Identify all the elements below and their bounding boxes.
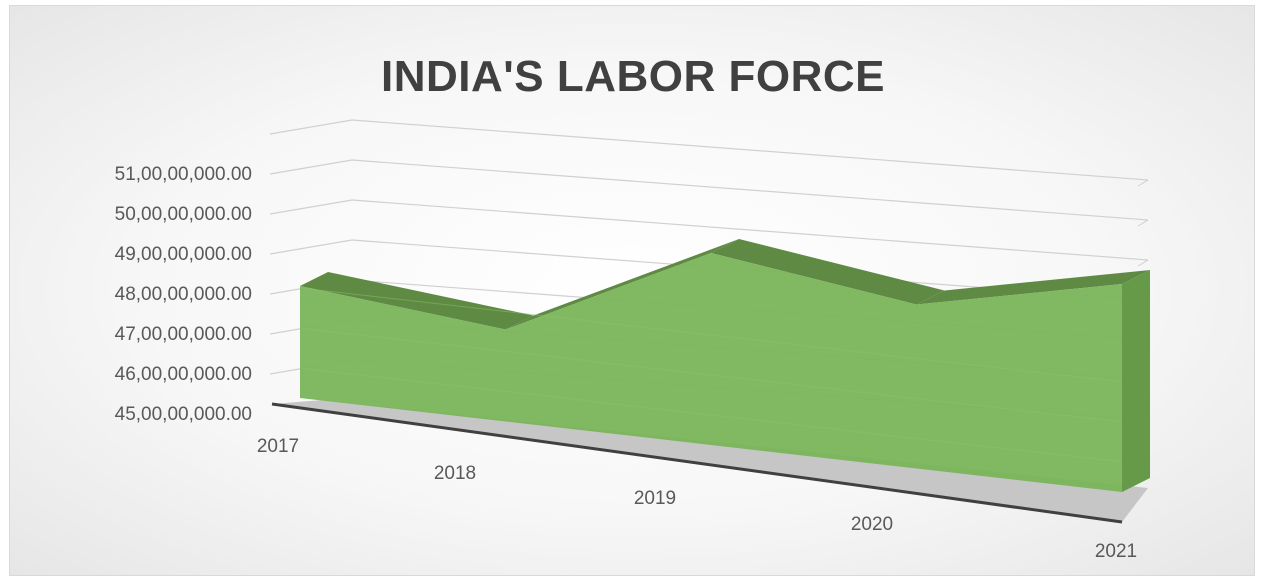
right-tick (1137, 179, 1149, 187)
area-gridline (299, 287, 1123, 383)
chart-title: INDIA'S LABOR FORCE (381, 52, 885, 101)
area-side (1122, 270, 1150, 492)
floor-edge (271, 402, 1123, 524)
area-top-segment (505, 239, 739, 330)
area-top-segment (711, 239, 945, 305)
y-tick-label: 47,00,00,000.00 (115, 324, 252, 345)
y-tick-label: 49,00,00,000.00 (115, 244, 252, 265)
gridline (351, 119, 1149, 181)
x-tick-label: 2020 (851, 514, 893, 535)
side-gridline (269, 119, 353, 135)
y-tick-label: 51,00,00,000.00 (115, 164, 252, 185)
side-gridline (269, 239, 353, 255)
x-tick-label: 2021 (1095, 541, 1137, 562)
y-tick-label: 46,00,00,000.00 (115, 364, 252, 385)
area-gridline (299, 327, 1123, 423)
area-top-segment (916, 270, 1150, 305)
area-gridline (299, 367, 1123, 463)
y-tick-label: 45,00,00,000.00 (115, 404, 252, 425)
floor (272, 400, 1148, 522)
right-tick (1137, 219, 1149, 227)
y-tick-label: 48,00,00,000.00 (115, 284, 252, 305)
area-front (300, 253, 1122, 492)
y-tick-label: 50,00,00,000.00 (115, 204, 252, 225)
side-gridline (269, 199, 353, 215)
side-gridline (269, 159, 353, 175)
x-tick-label: 2017 (257, 436, 299, 457)
area-top-segment (300, 272, 534, 330)
gridline (351, 199, 1149, 261)
gridline (351, 159, 1149, 221)
x-tick-label: 2018 (434, 463, 476, 484)
x-tick-label: 2019 (634, 488, 676, 509)
right-tick (1137, 259, 1149, 267)
